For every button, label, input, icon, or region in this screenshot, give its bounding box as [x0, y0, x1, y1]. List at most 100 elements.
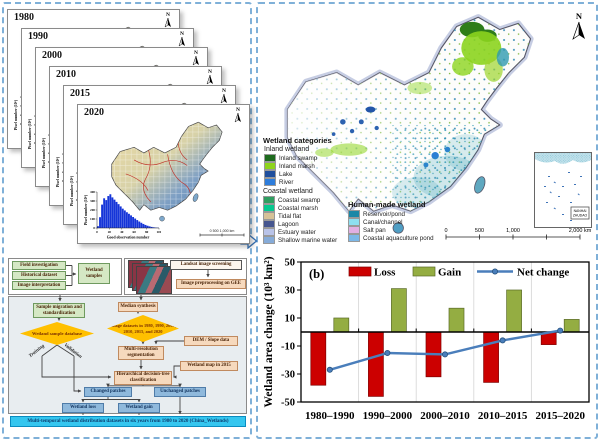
svg-text:(b): (b): [309, 267, 324, 281]
legend-item: Estuary water: [263, 228, 337, 236]
legend-group-0: Inland wetland Inland swamp Inland marsh La…: [264, 146, 317, 186]
legend-title: Wetland categories: [263, 136, 332, 145]
legend-item: Inland swamp: [264, 154, 317, 162]
svg-text:1980–1990: 1980–1990: [305, 410, 355, 422]
svg-text:20: 20: [108, 230, 112, 234]
compass-icon: N: [220, 88, 228, 104]
legend-item-label: Coastal marsh: [278, 204, 318, 212]
svg-text:Pixel number (10⁶): Pixel number (10⁶): [70, 175, 74, 206]
svg-text:Pixel number (10⁶): Pixel number (10⁶): [42, 137, 46, 168]
map-card-year: 2000: [42, 50, 62, 61]
legend-color-chip: [263, 220, 275, 228]
svg-text:Net change: Net change: [517, 267, 569, 279]
inset-label: NANHAI: [574, 209, 587, 213]
legend-group-title: Human-made wetland: [348, 200, 426, 209]
flow-dem-slope: DEM / Slope data: [184, 336, 238, 346]
svg-text:Good observation number: Good observation number: [107, 236, 150, 240]
wetland-change-chart-svg: 50 30 10 -10 -30 -50 1980–1990 1990–2000 2000–20…: [263, 256, 590, 422]
legend-color-chip: [264, 154, 276, 162]
legend-item: Lake: [264, 170, 317, 178]
svg-text:Loss: Loss: [374, 267, 396, 279]
legend-group-title: Inland wetland: [264, 146, 310, 153]
china-wetland-map: [266, 8, 592, 234]
legend-color-chip: [348, 226, 360, 234]
legend-item: Coastal aquaculture pond: [348, 234, 434, 242]
svg-text:30: 30: [285, 286, 296, 297]
flow-classification: Hierarchical decision-tree classificatio…: [114, 371, 172, 385]
svg-text:40: 40: [120, 230, 124, 234]
flow-sample-migration: Sample migration and standardization: [33, 303, 85, 318]
svg-text:2,000 km: 2,000 km: [569, 228, 592, 234]
svg-text:Pixel number (10⁶): Pixel number (10⁶): [84, 194, 88, 225]
legend-color-chip: [348, 234, 360, 242]
compass-icon: N: [178, 31, 186, 47]
svg-text:0: 0: [93, 226, 95, 230]
legend-color-chip: [263, 236, 275, 244]
map-card-year: 1980: [14, 12, 34, 23]
landsat-thumbnail: [136, 266, 172, 294]
svg-text:100: 100: [90, 217, 95, 221]
legend-item-label: Inland swamp: [279, 154, 318, 162]
map-card-year: 1990: [28, 31, 48, 42]
china-map-small: [111, 121, 223, 222]
south-china-sea-inset: NANHAI ZHUDAO: [534, 152, 592, 228]
svg-text:60: 60: [133, 230, 137, 234]
svg-text:Gain: Gain: [438, 267, 461, 279]
legend-color-chip: [264, 178, 276, 186]
inset-label: ZHUDAO: [573, 214, 588, 218]
svg-text:-50: -50: [281, 398, 295, 409]
legend-item-label: Coastal aquaculture pond: [363, 234, 434, 242]
legend-group-1: Coastal wetland Coastal swamp Coastal mars…: [263, 188, 337, 244]
svg-text:Pixel number (10⁶): Pixel number (10⁶): [28, 118, 32, 149]
svg-text:1,000: 1,000: [506, 228, 520, 234]
flow-unchanged-patches: Unchanged patches: [154, 387, 206, 397]
legend-item-label: Salt pan: [363, 226, 386, 234]
flow-wetland-loss: Wetland loss: [62, 403, 104, 413]
flow-historical-dataset: Historical dataset: [12, 271, 66, 280]
legend-item-label: Tidal flat: [278, 212, 302, 220]
flow-wetland-map-2015: Wetland map in 2015: [180, 361, 238, 371]
legend-item-label: Canal/channel: [363, 218, 403, 226]
legend-item-label: Inland marsh: [279, 162, 315, 170]
svg-text:10: 10: [285, 314, 296, 325]
legend-item: Reservoir/pond: [348, 210, 434, 218]
legend-item: Inland marsh: [264, 162, 317, 170]
legend-item: Coastal swamp: [263, 196, 337, 204]
legend-item-label: Lagoon: [278, 220, 299, 228]
map-scalebar: 0 500 1,000 2,000 km: [444, 228, 592, 240]
compass-n-label: N: [576, 11, 583, 21]
flow-median-synthesis: Median synthesis: [118, 302, 158, 312]
svg-text:Pixel number (10⁶): Pixel number (10⁶): [56, 156, 60, 187]
compass-icon: N: [192, 50, 200, 66]
legend-item: Shallow marine water: [263, 236, 337, 244]
legend-color-chip: [263, 212, 275, 220]
compass-icon: N: [572, 11, 585, 40]
svg-text:2000–2010: 2000–2010: [420, 410, 470, 422]
map-card-2020: 2020 N 0 100 200 300 400 0 20 40 60 80 100 Pixel numb…: [77, 104, 250, 244]
legend-item-label: Lake: [279, 170, 293, 178]
flow-output-banner: Multi-temporal wetland distribution data…: [10, 416, 246, 427]
wetland-change-chart: 50 30 10 -10 -30 -50 1980–1990 1990–2000 2000–20…: [261, 256, 596, 436]
svg-text:-10: -10: [281, 342, 295, 353]
legend-color-chip: [264, 162, 276, 170]
svg-text:50: 50: [285, 258, 296, 269]
svg-text:Wetland area change (10³ km²): Wetland area change (10³ km²): [263, 256, 275, 407]
svg-text:300: 300: [90, 199, 95, 203]
legend-item: Salt pan: [348, 226, 434, 234]
compass-icon: N: [206, 69, 214, 85]
compass-icon: N: [164, 12, 172, 28]
map-card-year: 2010: [56, 69, 76, 80]
compass-icon: N: [234, 107, 242, 123]
flow-gee-preprocessing: Image preprocessing on GEE: [176, 279, 246, 289]
map-card-year: 2020: [84, 107, 104, 118]
legend-item: Lagoon: [263, 220, 337, 228]
svg-text:80: 80: [145, 230, 149, 234]
svg-text:2015–2020: 2015–2020: [535, 410, 585, 422]
svg-text:0: 0: [444, 228, 447, 234]
svg-text:1990–2000: 1990–2000: [363, 410, 413, 422]
legend-color-chip: [264, 170, 276, 178]
flow-sample-database: Wetland sample database: [20, 322, 94, 345]
svg-text:200: 200: [90, 208, 95, 212]
hainan-island: [392, 222, 404, 234]
